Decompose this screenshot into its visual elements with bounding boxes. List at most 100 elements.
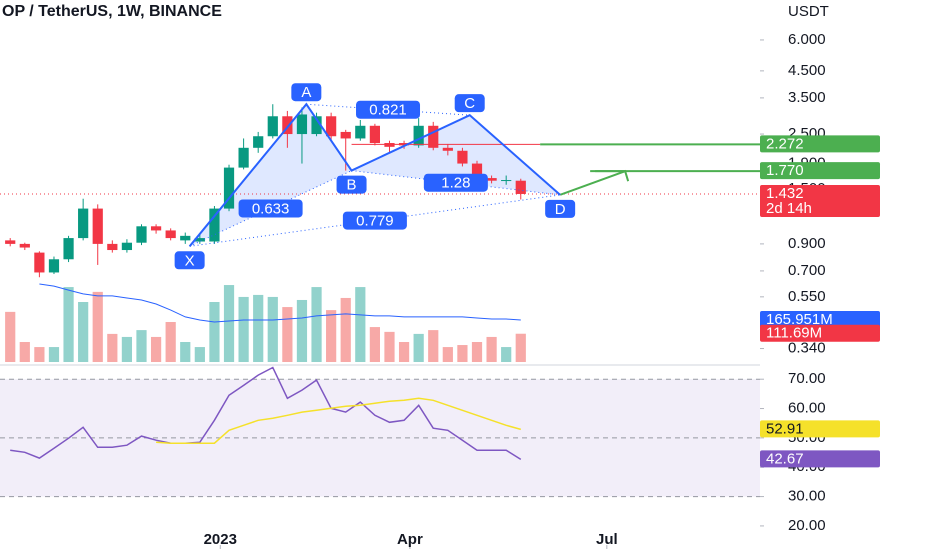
- candle-body: [78, 208, 89, 239]
- candle-body: [92, 208, 103, 244]
- candle-body: [442, 147, 453, 151]
- candle-body: [428, 125, 439, 148]
- volume-bar: [442, 347, 453, 362]
- volume-bar: [107, 333, 118, 362]
- label-box: [545, 199, 576, 218]
- rsi-tag: 52.91: [766, 420, 804, 437]
- rsi-tag-box: [760, 420, 880, 438]
- label-box: [238, 199, 303, 218]
- volume-bar: [92, 291, 103, 362]
- candle-body: [471, 163, 483, 179]
- volume-bar: [194, 347, 205, 362]
- y-tick-label: 0.340: [788, 340, 826, 357]
- volume-bar: [19, 342, 30, 362]
- volume-bar: [428, 330, 439, 362]
- volume-bar: [136, 330, 147, 362]
- x-tick-label: Jul: [596, 531, 618, 548]
- candle-body: [107, 243, 118, 251]
- volume-bar: [501, 347, 512, 362]
- volume-bar: [369, 327, 380, 362]
- level-tag-box: [760, 162, 880, 180]
- label-box: [423, 173, 488, 192]
- level-tag: 1.770: [766, 162, 804, 179]
- candle-body: [165, 230, 176, 239]
- volume-bar: [180, 342, 191, 362]
- y-tick-label: 0.550: [788, 288, 826, 305]
- pattern-fill: [351, 115, 561, 195]
- volume-bar: [121, 336, 133, 362]
- candle-body: [282, 116, 293, 135]
- y-axis-label: USDT: [788, 3, 829, 20]
- pattern-label: C: [464, 95, 475, 112]
- candle-body: [121, 242, 133, 251]
- label-box: [356, 100, 421, 119]
- volume-bar: [384, 331, 395, 362]
- x-tick-label: 2023: [204, 531, 237, 548]
- candle-body: [340, 131, 351, 139]
- pattern-label: 0.779: [356, 213, 394, 230]
- candle-body: [136, 226, 147, 243]
- candle-body: [384, 143, 395, 147]
- y-tick-label: 30.00: [788, 488, 826, 505]
- chart-title: OP / TetherUS, 1W, BINANCE: [2, 3, 222, 20]
- ratio-line: [189, 170, 352, 247]
- label-box: [291, 83, 322, 102]
- volume-ma-line: [39, 283, 521, 323]
- price-tag-box: [760, 184, 880, 217]
- candle-body: [486, 178, 497, 181]
- volume-bar: [340, 297, 351, 362]
- y-tick-label: 60.00: [788, 400, 826, 417]
- volume-bar: [209, 302, 220, 362]
- pattern-label: B: [347, 177, 357, 194]
- candle-body: [326, 116, 337, 137]
- volume-bar: [355, 287, 366, 362]
- volume-bar: [63, 287, 74, 362]
- y-tick-label: 70.00: [788, 370, 826, 387]
- projection-arrow: [559, 169, 630, 196]
- volume-bar: [165, 322, 176, 362]
- level-tag: 2.272: [766, 135, 804, 152]
- candle-body: [515, 180, 526, 194]
- volume-bar: [282, 307, 293, 362]
- candle-body: [238, 147, 249, 168]
- candle-body: [223, 167, 235, 209]
- y-tick-label: 6.000: [788, 31, 826, 48]
- y-tick-label: 4.500: [788, 62, 826, 79]
- volume-bar: [253, 294, 264, 362]
- volume-ma-tag-box: [760, 310, 880, 328]
- volume-bar: [457, 345, 468, 362]
- label-box: [336, 175, 367, 194]
- rsi-line: [156, 397, 522, 444]
- volume-bar: [34, 347, 45, 362]
- ratio-line: [306, 103, 470, 116]
- candle-body: [311, 116, 322, 135]
- pattern-label: 0.821: [369, 102, 407, 119]
- volume-bar: [311, 287, 322, 362]
- candle-body: [413, 125, 424, 146]
- level-tag-box: [760, 135, 880, 153]
- candle-body: [253, 136, 264, 148]
- candle-body: [63, 238, 74, 260]
- pattern-label: A: [301, 84, 311, 101]
- volume-bar: [150, 336, 162, 362]
- candle-body: [5, 240, 16, 244]
- candle-body: [209, 208, 220, 242]
- rsi-tag: 42.67: [766, 450, 804, 467]
- label-box: [174, 251, 205, 270]
- candle-body: [48, 259, 60, 273]
- rsi-tag-box: [760, 450, 880, 468]
- volume-bar: [326, 310, 337, 362]
- candle-body: [369, 125, 380, 144]
- pattern-label: D: [555, 201, 566, 218]
- label-box: [454, 94, 485, 113]
- candle-body: [296, 114, 308, 135]
- volume-bar: [296, 299, 308, 362]
- volume-bar: [398, 342, 410, 362]
- volume-bar: [471, 342, 483, 362]
- candle-body: [355, 125, 366, 139]
- y-tick-label: 0.900: [788, 235, 826, 252]
- price-tag: 1.432: [766, 185, 804, 202]
- candle-body: [19, 243, 30, 248]
- volume-bar: [5, 311, 16, 362]
